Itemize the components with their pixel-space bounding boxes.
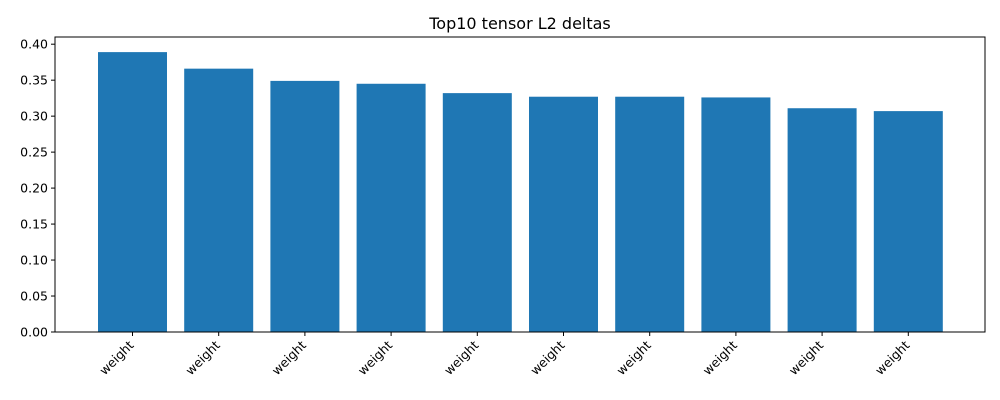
bar-6 (529, 96, 598, 332)
x-tick-label-3: weight (269, 337, 309, 377)
y-tick-label-8: 0.40 (20, 37, 48, 52)
y-tick-label-5: 0.25 (20, 145, 48, 160)
bar-8 (701, 97, 771, 332)
y-axis: 0.00 0.05 0.10 0.15 0.20 0.25 0.30 0.35 0.40 (20, 37, 55, 340)
y-tick-label-7: 0.35 (20, 73, 48, 88)
x-tick-label-2: weight (182, 337, 222, 377)
y-tick-label-4: 0.20 (20, 181, 48, 196)
x-tick-label-5: weight (441, 337, 481, 377)
y-tick-label-1: 0.05 (20, 289, 48, 304)
x-tick-label-6: weight (527, 337, 567, 377)
y-tick-label-0: 0.00 (20, 325, 48, 340)
chart-title: Top10 tensor L2 deltas (428, 14, 611, 33)
bar-10 (873, 111, 943, 332)
bar-5 (442, 93, 512, 332)
x-axis: weight weight weight weight weight weight weig… (96, 332, 912, 378)
bar-4 (356, 83, 426, 332)
bar-3 (270, 80, 340, 332)
bar-9 (787, 108, 857, 332)
y-tick-label-3: 0.15 (20, 217, 48, 232)
bars-group (98, 52, 943, 333)
y-tick-label-2: 0.10 (20, 253, 48, 268)
bar-2 (184, 68, 254, 332)
x-tick-label-9: weight (786, 337, 826, 377)
x-tick-label-7: weight (613, 337, 653, 377)
x-tick-label-8: weight (700, 337, 740, 377)
x-tick-label-4: weight (355, 337, 395, 377)
x-tick-label-1: weight (96, 337, 136, 377)
bar-7 (615, 96, 685, 332)
bar-1 (98, 52, 167, 333)
y-tick-label-6: 0.30 (20, 109, 48, 124)
x-tick-label-10: weight (872, 337, 912, 377)
plot-frame (54, 36, 986, 333)
